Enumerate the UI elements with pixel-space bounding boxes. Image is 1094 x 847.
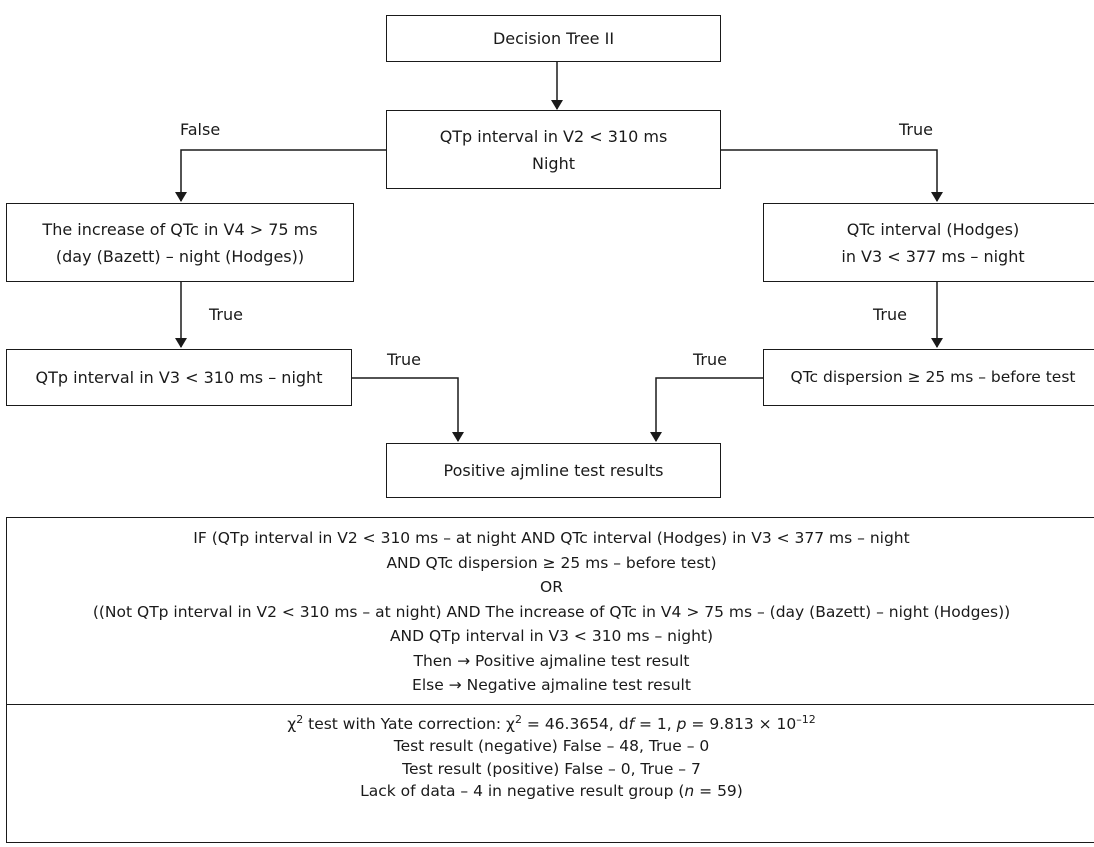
q1-line2: Night <box>532 153 575 173</box>
rule-line-1: IF (QTp interval in V2 < 310 ms – at nig… <box>193 529 910 547</box>
root-node: Decision Tree II <box>386 15 721 62</box>
result-label: Positive ajmline test results <box>443 461 664 480</box>
decision-rule-table: IF (QTp interval in V2 < 310 ms – at nig… <box>6 517 1094 843</box>
q1-line1: QTp interval in V2 < 310 ms <box>439 126 668 146</box>
rule-section: IF (QTp interval in V2 < 310 ms – at nig… <box>7 518 1094 704</box>
stats-line-missing: Lack of data – 4 in negative result grou… <box>360 782 743 801</box>
right1-node: QTc interval (Hodges) in V3 < 377 ms – n… <box>763 203 1094 282</box>
chi-square-line: χ2 test with Yate correction: χ2 = 46.36… <box>287 712 816 733</box>
rule-line-4: ((Not QTp interval in V2 < 310 ms – at n… <box>92 602 1011 621</box>
left2-node: QTp interval in V3 < 310 ms – night <box>6 349 352 406</box>
left1-node: The increase of QTc in V4 > 75 ms (day (… <box>6 203 354 282</box>
result-node: Positive ajmline test results <box>386 443 721 498</box>
rule-line-3: OR <box>540 578 563 596</box>
left1-line2: (day (Bazett) – night (Hodges)) <box>55 246 305 266</box>
right2-node: QTc dispersion ≥ 25 ms – before test <box>763 349 1094 406</box>
stats-section: χ2 test with Yate correction: χ2 = 46.36… <box>7 703 1094 803</box>
right2-label: QTc dispersion ≥ 25 ms – before test <box>790 368 1076 386</box>
right1-line1: QTc interval (Hodges) <box>846 219 1020 239</box>
left1-line1: The increase of QTc in V4 > 75 ms <box>42 219 318 239</box>
left2-label: QTp interval in V3 < 310 ms – night <box>35 368 323 387</box>
root-label: Decision Tree II <box>492 29 615 48</box>
edge-label-true-right1: True <box>873 305 907 324</box>
rule-line-7: Else → Negative ajmaline test result <box>412 676 691 694</box>
arrow-left2-to-result <box>352 377 464 442</box>
edge-label-true-right2: True <box>693 350 727 369</box>
rule-line-2: AND QTc dispersion ≥ 25 ms – before test… <box>386 553 717 572</box>
stats-line-negative: Test result (negative) False – 48, True … <box>393 737 710 756</box>
edge-label-true-left1: True <box>209 305 243 324</box>
arrow-right2-to-result <box>650 377 763 442</box>
edge-label-true-left2: True <box>387 350 421 369</box>
edge-label-true-q1: True <box>899 120 933 139</box>
edge-label-false: False <box>180 120 221 139</box>
right1-line2: in V3 < 377 ms – night <box>841 246 1025 266</box>
arrow-q1-true <box>721 149 943 202</box>
rule-line-6: Then → Positive ajmaline test result <box>413 651 690 670</box>
arrow-q1-false <box>175 149 386 202</box>
rule-line-5: AND QTp interval in V3 < 310 ms – night) <box>389 627 714 645</box>
q1-node: QTp interval in V2 < 310 ms Night <box>386 110 721 189</box>
stats-line-positive: Test result (positive) False – 0, True –… <box>402 759 701 778</box>
